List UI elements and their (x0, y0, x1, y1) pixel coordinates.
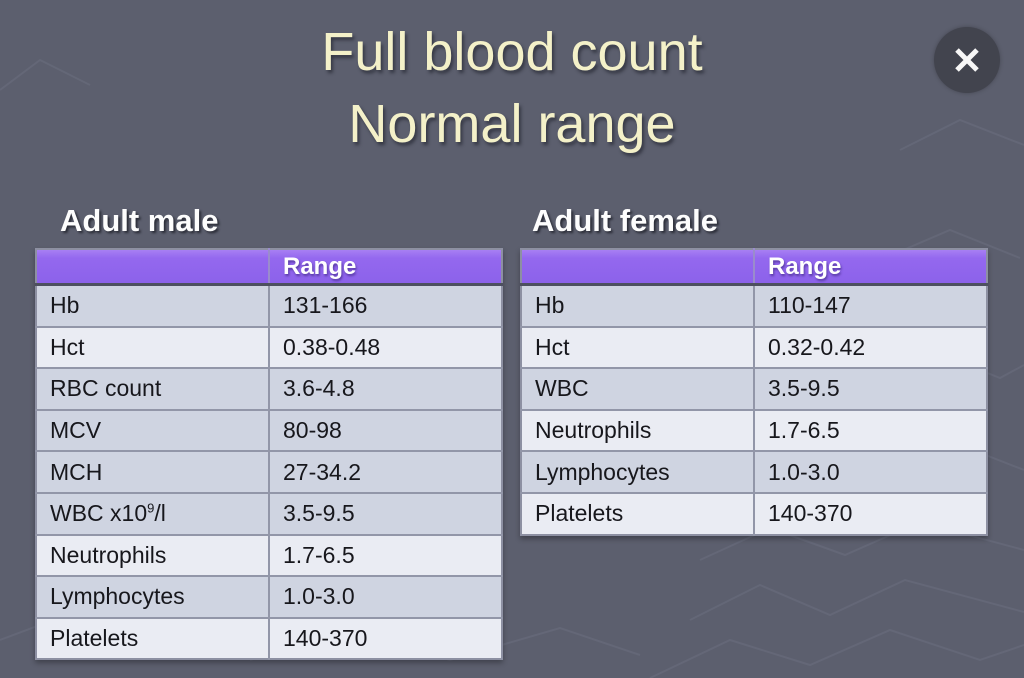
parameter-column-header (521, 249, 755, 286)
slide-title: Full blood count Normal range (0, 16, 1024, 160)
male-table-header-row: Range (36, 249, 502, 286)
table-row: Platelets 140-370 (36, 616, 502, 660)
parameter-column-header (36, 249, 270, 286)
close-icon (955, 48, 979, 72)
male-table: Range Hb 131-166 Hct 0.38-0.48 RBC count 3.6-… (35, 248, 503, 661)
table-row: MCH 27-34.2 (36, 450, 502, 493)
table-row: Lymphocytes 1.0-3.0 (521, 450, 987, 493)
range-cell: 3.5-9.5 (754, 367, 987, 410)
table-row: Platelets 140-370 (521, 491, 987, 535)
range-cell: 1.0-3.0 (269, 575, 502, 618)
range-column-header: Range (269, 249, 502, 286)
table-row: MCV 80-98 (36, 408, 502, 452)
table-row: RBC count 3.6-4.8 (36, 367, 502, 410)
parameter-cell: Lymphocytes (36, 575, 270, 618)
parameter-cell: Platelets (36, 616, 270, 660)
range-cell: 0.32-0.42 (754, 325, 987, 369)
table-row: Neutrophils 1.7-6.5 (36, 533, 502, 577)
parameter-cell: Hct (36, 325, 270, 369)
parameter-cell: Neutrophils (36, 533, 270, 577)
table-row: Hb 131-166 (36, 283, 502, 327)
slide-title-line1: Full blood count (321, 22, 703, 82)
range-cell: 140-370 (269, 616, 502, 660)
parameter-cell: Hb (36, 283, 270, 327)
table-row: Hb 110-147 (521, 283, 987, 327)
female-table: Range Hb 110-147 Hct 0.32-0.42 WBC 3.5-9.5 Neu… (520, 248, 988, 536)
slide-title-line2: Normal range (348, 94, 676, 154)
female-table-heading: Adult female (532, 203, 719, 238)
parameter-cell: Hct (521, 325, 755, 369)
range-cell: 131-166 (269, 283, 502, 327)
table-row: WBC x109/l 3.5-9.5 (36, 491, 502, 535)
range-cell: 27-34.2 (269, 450, 502, 493)
range-cell: 140-370 (754, 491, 987, 535)
range-cell: 3.6-4.8 (269, 367, 502, 410)
range-cell: 0.38-0.48 (269, 325, 502, 369)
table-row: WBC 3.5-9.5 (521, 367, 987, 410)
parameter-cell: Neutrophils (521, 408, 755, 452)
table-row: Hct 0.38-0.48 (36, 325, 502, 369)
range-cell: 3.5-9.5 (269, 491, 502, 535)
parameter-cell: Hb (521, 283, 755, 327)
parameter-cell: WBC (521, 367, 755, 410)
table-row: Lymphocytes 1.0-3.0 (36, 575, 502, 618)
range-cell: 110-147 (754, 283, 987, 327)
close-button[interactable] (934, 27, 1000, 93)
parameter-cell: MCV (36, 408, 270, 452)
table-row: Hct 0.32-0.42 (521, 325, 987, 369)
parameter-cell: RBC count (36, 367, 270, 410)
parameter-cell: WBC x109/l (36, 491, 270, 535)
range-cell: 1.7-6.5 (754, 408, 987, 452)
parameter-cell: Platelets (521, 491, 755, 535)
range-column-header: Range (754, 249, 987, 286)
male-table-heading: Adult male (60, 203, 219, 238)
parameter-cell: MCH (36, 450, 270, 493)
range-cell: 80-98 (269, 408, 502, 452)
parameter-cell: Lymphocytes (521, 450, 755, 493)
range-cell: 1.0-3.0 (754, 450, 987, 493)
table-row: Neutrophils 1.7-6.5 (521, 408, 987, 452)
range-cell: 1.7-6.5 (269, 533, 502, 577)
female-table-header-row: Range (521, 249, 987, 286)
